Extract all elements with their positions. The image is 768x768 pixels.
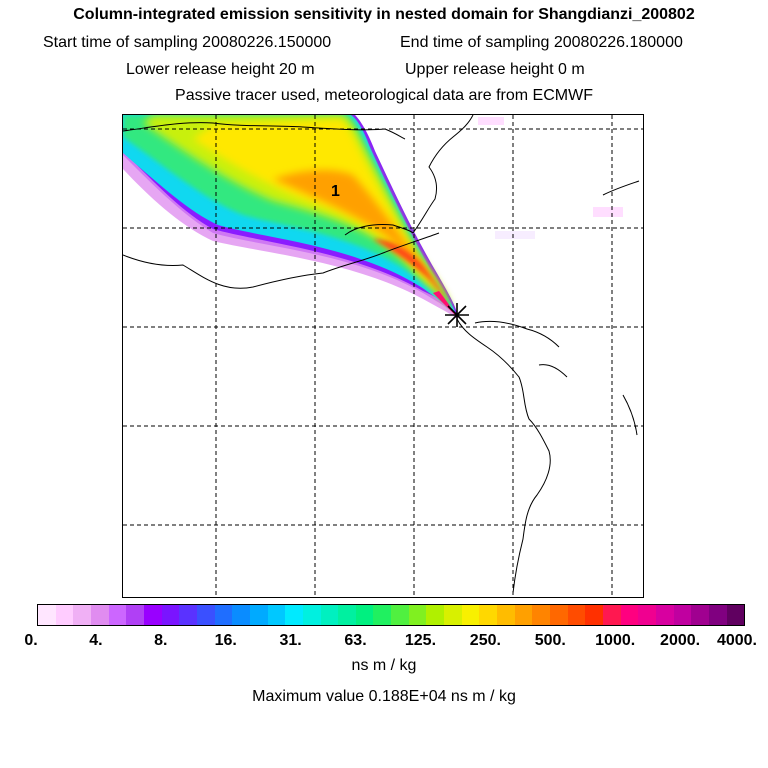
colorbar-segment [232,605,250,625]
colorbar-segment [285,605,303,625]
colorbar-segment [550,605,568,625]
colorbar-segment [408,605,427,625]
colorbar-tick-label: 250. [469,632,501,649]
colorbar-segment [373,605,392,625]
lower-release-label: Lower release height 20 m [126,61,315,78]
map-canvas [123,115,643,597]
colorbar-segment [691,605,709,625]
colorbar-tick-label: 8. [154,632,168,649]
colorbar-tick-label: 125. [404,632,437,649]
colorbar-segment [585,605,603,625]
colorbar-segment [673,605,692,625]
colorbar-segment [426,605,445,625]
colorbar-segment [90,605,109,625]
colorbar-segment [532,605,551,625]
colorbar-tick-label: 63. [344,632,367,649]
colorbar-segment [38,605,56,625]
colorbar-segment [603,605,621,625]
colorbar-segment [655,605,674,625]
colorbar-tick-label: 500. [534,632,566,649]
colorbar-segment [355,605,374,625]
maximum-value-label: Maximum value 0.188E+04 ns m / kg [252,688,516,705]
colorbar-segment [267,605,286,625]
colorbar-segment [444,605,462,625]
plume-layer [123,115,623,319]
tracer-info-label: Passive tracer used, meteorological data… [175,87,593,104]
map-title: Column-integrated emission sensitivity i… [73,6,695,23]
colorbar-segment [708,605,727,625]
colorbar-segment [391,605,409,625]
asterisk-icon [445,303,469,327]
colorbar-segment [179,605,197,625]
colorbar-segment [338,605,356,625]
colorbar-segment [620,605,639,625]
colorbar-segment [214,605,233,625]
colorbar-tick-label: 4000. [716,632,758,649]
coastlines [123,115,640,594]
colorbar-segment [514,605,533,625]
colorbar-tick-label: 1000. [595,632,636,649]
colorbar-tick-label: 4. [89,632,103,649]
colorbar-tick-label: 2000. [660,632,701,649]
map-panel: 1 [122,114,644,598]
colorbar-tick-label: 0. [24,632,38,649]
end-time-label: End time of sampling 20080226.180000 [400,34,683,51]
colorbar-segment [108,605,127,625]
colorbar-segment [196,605,215,625]
colorbar-segment [567,605,586,625]
colorbar-segment [249,605,268,625]
colorbar-segment [497,605,515,625]
colorbar-segment [73,605,91,625]
colorbar-segment [726,605,745,625]
colorbar-segment [638,605,656,625]
colorbar-segment [143,605,162,625]
colorbar-segment [302,605,321,625]
colorbar [37,604,745,626]
upper-release-label: Upper release height 0 m [405,61,585,78]
colorbar-segment [461,605,480,625]
colorbar-segment [320,605,339,625]
colorbar-segment [161,605,180,625]
colorbar-tick-label: 16. [214,632,237,649]
colorbar-segment [126,605,144,625]
colorbar-tick-label: 31. [279,632,302,649]
plume-cluster-label: 1 [331,183,340,200]
colorbar-unit-label: ns m / kg [351,657,417,674]
colorbar-segment [479,605,498,625]
graticule [123,115,643,597]
colorbar-segment [55,605,74,625]
start-time-label: Start time of sampling 20080226.150000 [43,34,332,51]
